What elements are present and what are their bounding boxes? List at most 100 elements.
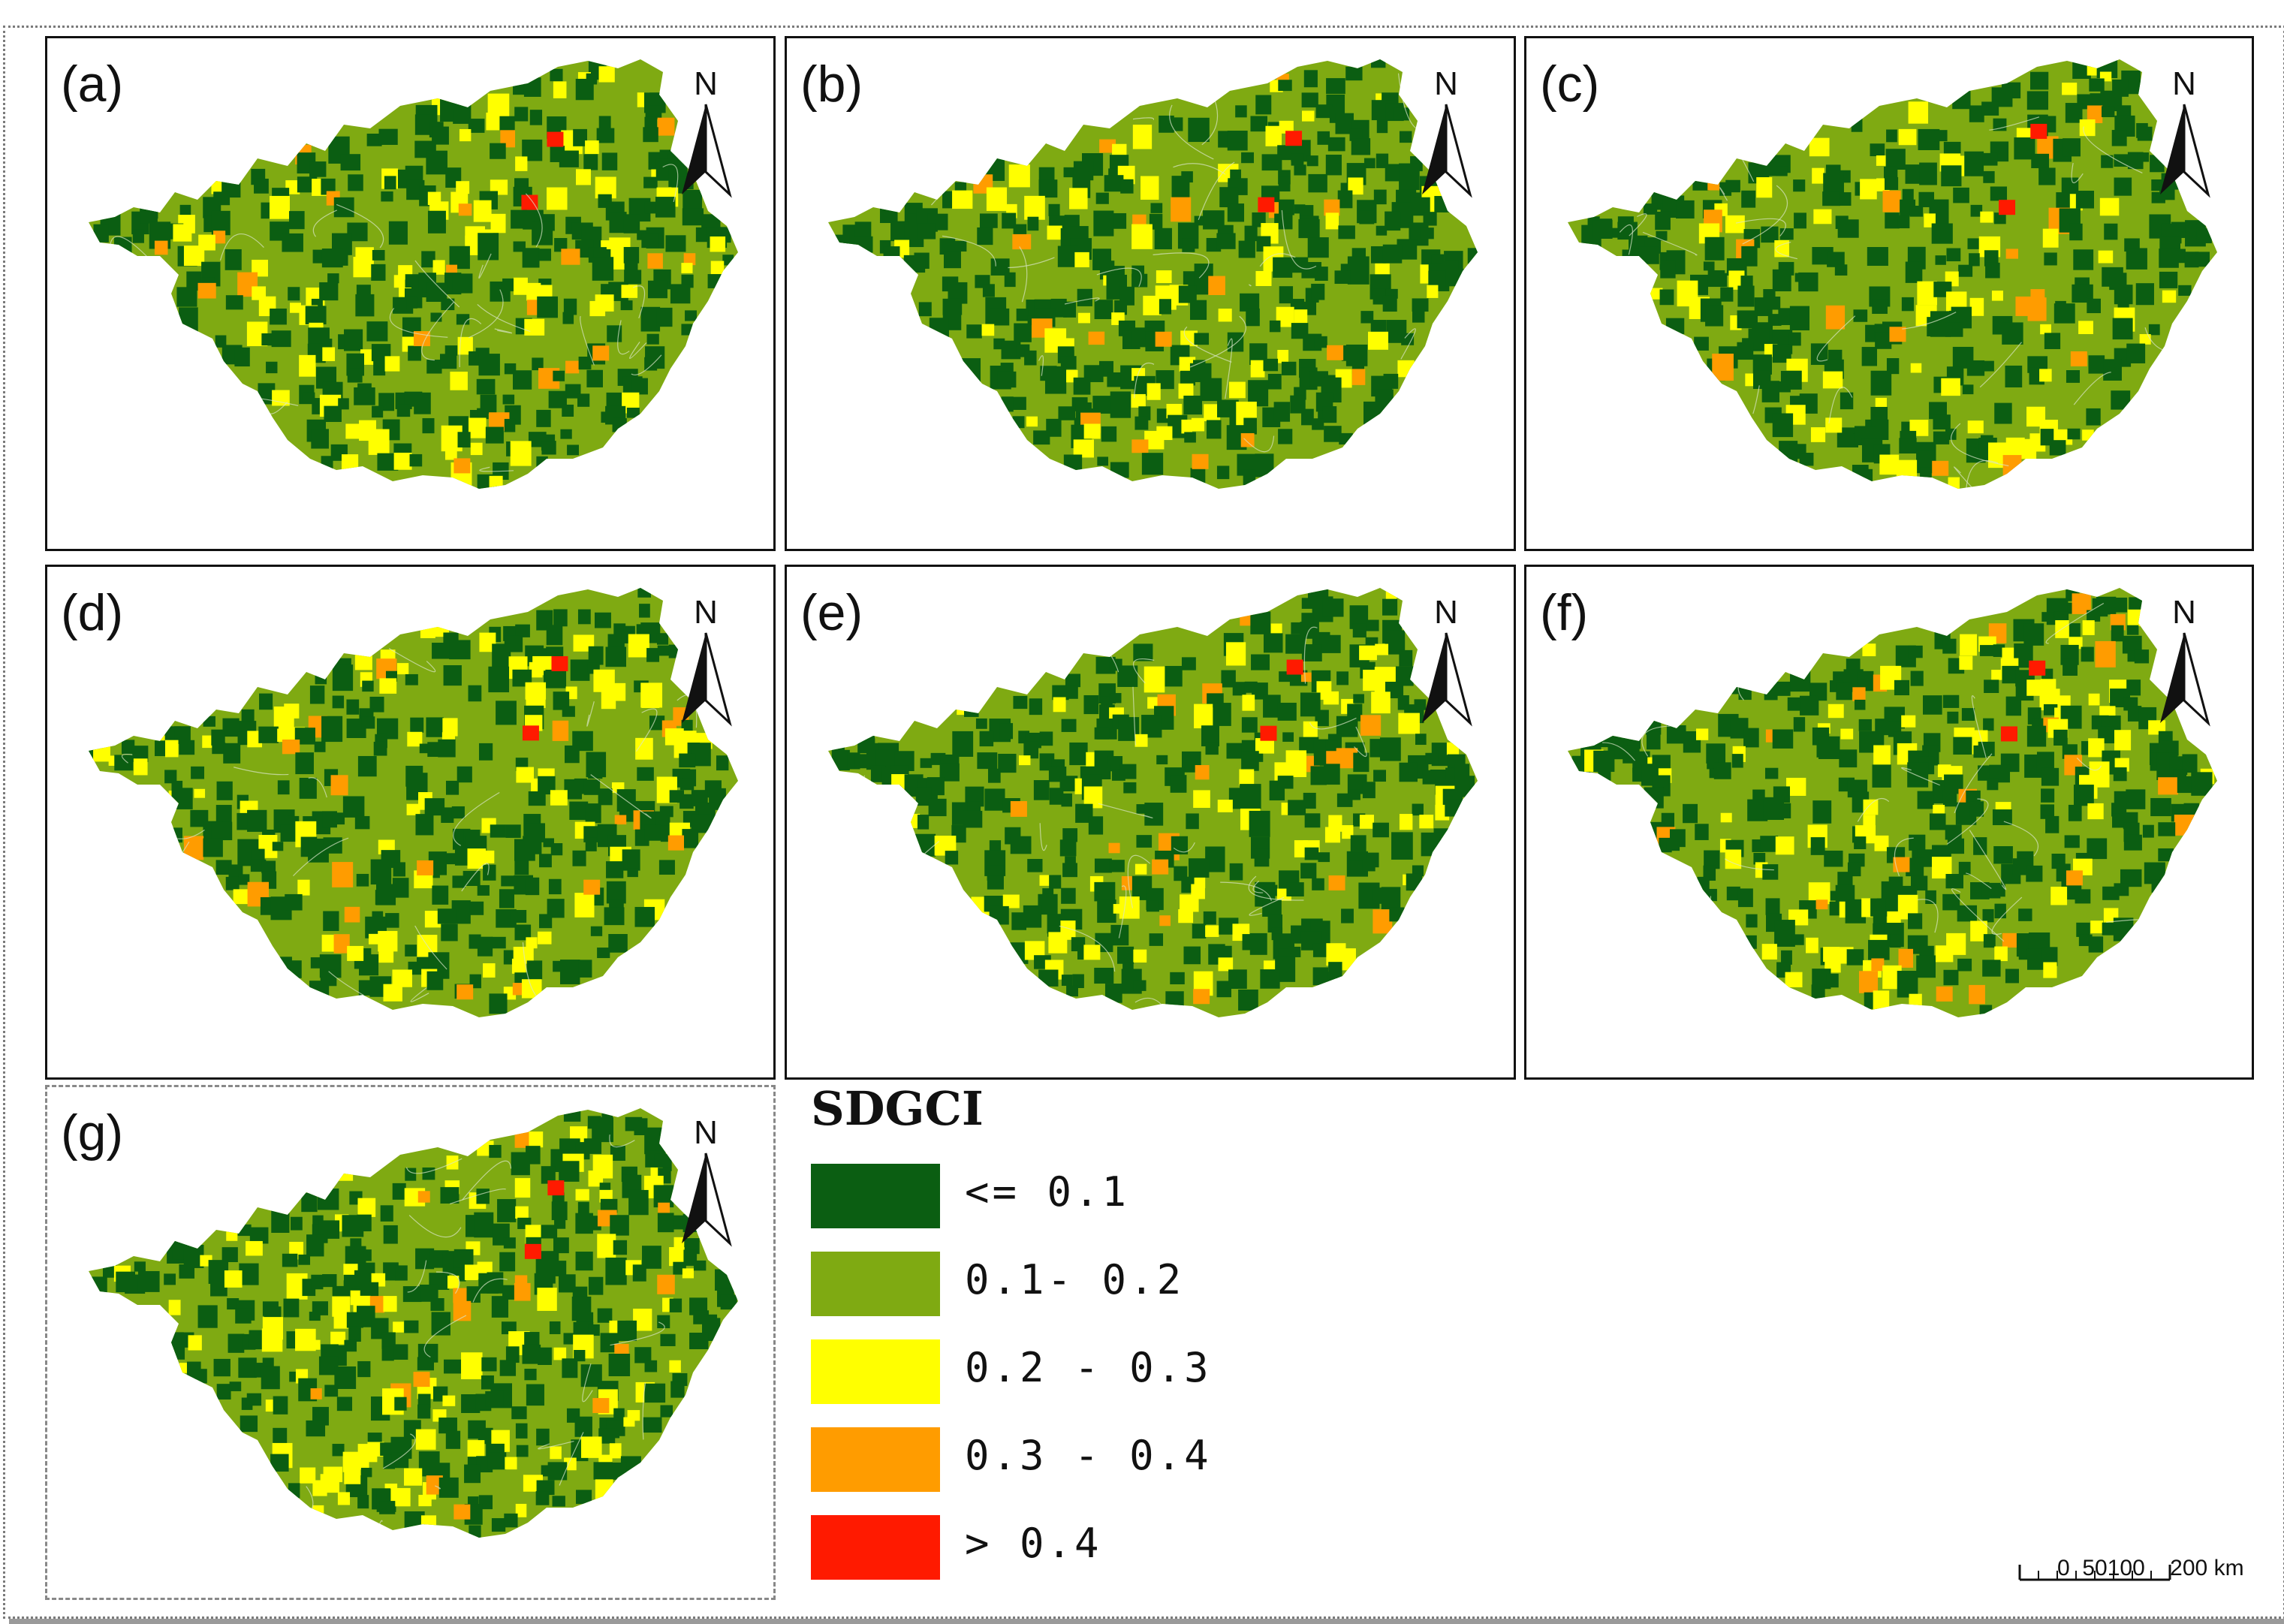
township-cell — [1227, 131, 1248, 151]
township-cell — [1347, 256, 1369, 285]
township-cell — [1099, 139, 1116, 153]
township-cell — [2174, 249, 2186, 264]
boundary-line — [2003, 821, 2038, 857]
township-cell — [1772, 269, 1791, 292]
township-cell — [477, 936, 493, 957]
township-cell — [634, 1118, 648, 1135]
township-cell — [1863, 815, 1876, 829]
township-cell — [963, 810, 983, 828]
township-cell — [685, 310, 697, 321]
township-cell — [440, 1187, 460, 1204]
township-cell — [2002, 665, 2020, 684]
township-cell — [211, 179, 225, 194]
township-cell — [238, 1357, 257, 1378]
township-cell — [2075, 889, 2091, 904]
township-cell — [529, 1131, 544, 1148]
township-cell — [554, 238, 568, 252]
township-cell — [516, 1445, 529, 1457]
township-cell — [1861, 347, 1878, 366]
township-cell — [330, 1331, 346, 1345]
boundary-line — [609, 1134, 635, 1148]
township-cell — [1753, 852, 1766, 865]
township-cell — [1970, 920, 1987, 942]
township-cell — [879, 201, 898, 224]
township-cell — [1385, 164, 1403, 182]
township-cell — [341, 454, 359, 471]
township-cell — [404, 1511, 425, 1529]
township-cell — [562, 404, 574, 417]
township-cell — [660, 1333, 676, 1346]
township-cell — [1790, 669, 1811, 692]
boundary-line — [435, 1485, 441, 1490]
township-cell — [1737, 342, 1754, 360]
township-cell — [547, 899, 565, 918]
township-cell — [394, 1397, 407, 1411]
township-cell — [261, 860, 276, 874]
township-cell — [388, 221, 408, 245]
township-cell — [1241, 717, 1258, 733]
township-cell — [658, 1202, 670, 1214]
township-cell — [1994, 946, 2008, 962]
township-cell — [1300, 863, 1317, 879]
township-cell — [597, 948, 610, 959]
township-cell — [327, 273, 339, 284]
township-cell — [1767, 297, 1781, 310]
township-cell — [445, 780, 460, 795]
township-cell — [473, 200, 492, 222]
township-cell — [2148, 324, 2160, 336]
township-cell — [1339, 432, 1353, 445]
township-cell — [535, 1491, 550, 1505]
township-cell — [277, 780, 290, 795]
township-cell — [332, 1296, 351, 1317]
township-cell — [478, 233, 499, 261]
township-cell — [1073, 439, 1094, 458]
township-cell — [396, 663, 409, 675]
township-cell — [628, 634, 649, 658]
township-cell — [710, 236, 726, 252]
township-cell — [722, 255, 734, 266]
township-cell — [1776, 166, 1788, 176]
legend-item: 0.1- 0.2 — [811, 1252, 1412, 1316]
township-cell — [225, 876, 240, 890]
township-cell — [2041, 767, 2060, 786]
township-cell — [2090, 920, 2104, 934]
township-cell — [1288, 946, 1301, 957]
township-cell — [1941, 378, 1960, 396]
township-cell — [1661, 812, 1675, 830]
township-cell — [550, 1261, 567, 1276]
township-cell — [1013, 695, 1028, 710]
township-cell — [2182, 754, 2198, 773]
township-cell — [408, 345, 421, 361]
township-cell — [1982, 960, 2001, 977]
scale-labels: 0 50100 200 km — [2020, 1530, 2244, 1607]
township-cell — [332, 862, 354, 887]
township-cell — [1282, 732, 1294, 742]
township-cell — [537, 1288, 557, 1311]
township-cell — [2098, 250, 2114, 264]
township-cell — [1140, 176, 1159, 200]
township-cell — [656, 307, 673, 327]
township-cells — [834, 59, 1478, 487]
township-cell — [1834, 264, 1848, 276]
township-cell — [574, 1416, 592, 1437]
township-cell — [1156, 426, 1173, 441]
township-cell — [385, 913, 399, 928]
township-cell — [481, 1357, 497, 1372]
township-cell — [1826, 973, 1839, 988]
boundary-line — [1015, 646, 1063, 662]
township-cell — [669, 1298, 682, 1312]
township-cell — [1969, 984, 1985, 1005]
township-cell — [1301, 408, 1314, 426]
township-cell — [2126, 248, 2147, 270]
township-cell — [2114, 730, 2132, 751]
township-cell — [1984, 679, 1999, 694]
township-cell — [952, 731, 974, 757]
township-cell — [238, 874, 250, 885]
township-cell — [563, 298, 577, 315]
township-cell — [1875, 332, 1892, 349]
township-cell — [560, 429, 572, 439]
township-cell — [441, 298, 455, 311]
township-cell — [716, 755, 729, 771]
township-cell — [215, 860, 232, 875]
hotspot-cell — [344, 1469, 361, 1484]
